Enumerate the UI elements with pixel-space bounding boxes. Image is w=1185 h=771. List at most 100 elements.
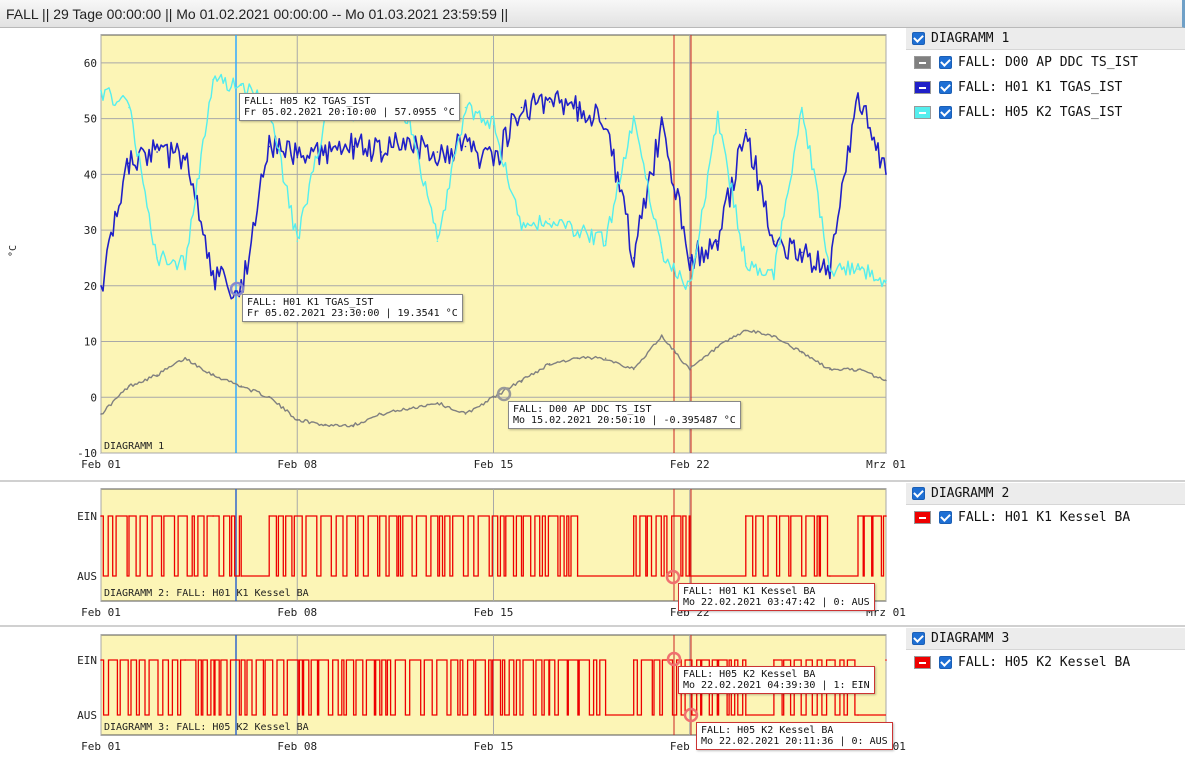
legend-row-h01-kessel[interactable]: FALL: H01 K1 Kessel BA	[906, 505, 1185, 530]
tooltip-line: FALL: H01 K1 Kessel BA	[683, 586, 816, 597]
state-point	[885, 659, 887, 661]
state-point	[548, 659, 551, 661]
diagram-inner-label: DIAGRAMM 1	[104, 441, 164, 452]
data-point	[689, 285, 691, 287]
x-tick-label: Feb 15	[474, 740, 514, 753]
y-tick-label: 60	[84, 57, 97, 70]
y-tick-label: 10	[84, 336, 97, 349]
diagram-2-legend: DIAGRAMM 2 FALL: H01 K1 Kessel BA	[906, 483, 1185, 530]
state-point	[100, 659, 102, 661]
diagram-2-checkbox[interactable]	[912, 487, 925, 500]
diagram-3-legend-header[interactable]: DIAGRAMM 3	[906, 628, 1185, 650]
tooltip-line: Fr 05.02.2021 20:10:00 | 57.0955 °C	[244, 107, 455, 118]
data-point	[660, 123, 663, 125]
data-point	[352, 424, 355, 426]
y-tick-label: 20	[84, 280, 97, 293]
legend-row-h05[interactable]: FALL: H05 K2 TGAS_IST	[906, 100, 1185, 125]
data-point	[885, 379, 887, 382]
tooltip-line: FALL: H05 K2 TGAS_IST	[244, 96, 371, 107]
data-point	[492, 162, 495, 164]
diagram-1-checkbox[interactable]	[912, 32, 925, 45]
tooltip-line: FALL: H05 K2 Kessel BA	[701, 725, 834, 736]
data-point	[745, 262, 747, 265]
diagram-2-chart[interactable]: Feb 01 Feb 08 Feb 15 Feb 22 Mrz 01EINAUSDIAG…	[0, 483, 906, 625]
series-color-swatch[interactable]	[914, 56, 931, 69]
data-point	[660, 335, 663, 337]
legend-row-d00[interactable]: FALL: D00 AP DDC TS_IST	[906, 50, 1185, 75]
data-point	[184, 262, 186, 265]
series-color-swatch[interactable]	[914, 511, 931, 524]
data-point	[436, 151, 439, 153]
state-point	[240, 659, 242, 661]
series-label: FALL: D00 AP DDC TS_IST	[958, 55, 1139, 70]
series-visibility-checkbox[interactable]	[939, 81, 952, 94]
data-point	[632, 257, 635, 259]
series-visibility-checkbox[interactable]	[939, 511, 952, 524]
tooltip-line: Fr 05.02.2021 23:30:00 | 19.3541 °C	[247, 308, 458, 319]
x-tick-label: Mrz 01	[866, 606, 906, 619]
x-tick-label: Feb 01	[81, 606, 121, 619]
data-point	[689, 257, 691, 259]
state-point	[632, 515, 635, 517]
x-tick-label: Feb 01	[81, 740, 121, 753]
state-point	[857, 515, 859, 517]
y-tick-label: 40	[84, 168, 97, 181]
data-point	[604, 240, 607, 242]
data-point	[576, 357, 579, 360]
diagram-inner-label: DIAGRAMM 2: FALL: H01 K1 Kessel BA	[104, 588, 309, 599]
tooltip-h05-kessel-aus: FALL: H05 K2 Kessel BA Mo 22.02.2021 20:1…	[696, 722, 893, 750]
data-point	[464, 106, 467, 109]
state-point	[632, 659, 635, 661]
tooltip-line: FALL: D00 AP DDC TS_IST	[513, 404, 652, 415]
tooltip-line: FALL: H05 K2 Kessel BA	[683, 669, 816, 680]
diagram-2-legend-header[interactable]: DIAGRAMM 2	[906, 483, 1185, 505]
diagram-1-legend: DIAGRAMM 1 FALL: D00 AP DDC TS_IST FALL:…	[906, 28, 1185, 125]
data-point	[380, 413, 383, 415]
panel-divider	[0, 480, 1185, 482]
data-point	[520, 106, 523, 109]
diagram-1-chart[interactable]: Feb 01 Feb 08 Feb 15 Feb 22 Mrz 01 60 50 40 30 20…	[0, 28, 906, 480]
state-point	[128, 515, 130, 517]
data-point	[212, 374, 214, 376]
state-series-line	[101, 515, 886, 577]
data-point	[296, 156, 299, 159]
hover-marker	[683, 707, 699, 723]
tooltip-h01-kessel: FALL: H01 K1 Kessel BA Mo 22.02.2021 03:4…	[678, 583, 875, 611]
data-point	[352, 145, 355, 148]
data-point	[576, 229, 579, 231]
series-visibility-checkbox[interactable]	[939, 106, 952, 119]
data-point	[324, 424, 327, 426]
state-point	[268, 515, 271, 517]
data-point	[745, 329, 747, 332]
series-visibility-checkbox[interactable]	[939, 656, 952, 669]
data-point	[296, 418, 299, 421]
state-point	[240, 575, 242, 577]
series-color-swatch[interactable]	[914, 81, 931, 94]
data-point	[464, 145, 467, 148]
x-tick-label: Feb 15	[474, 606, 514, 619]
x-tick-label: Feb 08	[277, 740, 317, 753]
diagram-3-checkbox[interactable]	[912, 632, 925, 645]
data-point	[857, 368, 859, 371]
y-tick-label: -10	[77, 447, 97, 460]
series-visibility-checkbox[interactable]	[939, 56, 952, 69]
x-tick-label: Mrz 01	[866, 458, 906, 471]
hover-marker	[229, 281, 245, 297]
series-color-swatch[interactable]	[914, 106, 931, 119]
data-point	[801, 351, 803, 354]
x-tick-label: Feb 22	[670, 458, 710, 471]
hover-marker	[666, 651, 682, 667]
data-point	[240, 385, 242, 387]
data-point	[520, 379, 523, 382]
data-point	[184, 357, 186, 360]
data-point	[408, 140, 411, 142]
tooltip-h01-tgas: FALL: H01 K1 TGAS_IST Fr 05.02.2021 23:30…	[242, 294, 463, 322]
series-color-swatch[interactable]	[914, 656, 931, 669]
data-point	[632, 368, 635, 371]
data-point	[128, 106, 130, 109]
data-point	[156, 257, 158, 259]
diagram-1-legend-header[interactable]: DIAGRAMM 1	[906, 28, 1185, 50]
data-point	[380, 151, 383, 153]
legend-row-h05-kessel[interactable]: FALL: H05 K2 Kessel BA	[906, 650, 1185, 675]
legend-row-h01[interactable]: FALL: H01 K1 TGAS_IST	[906, 75, 1185, 100]
